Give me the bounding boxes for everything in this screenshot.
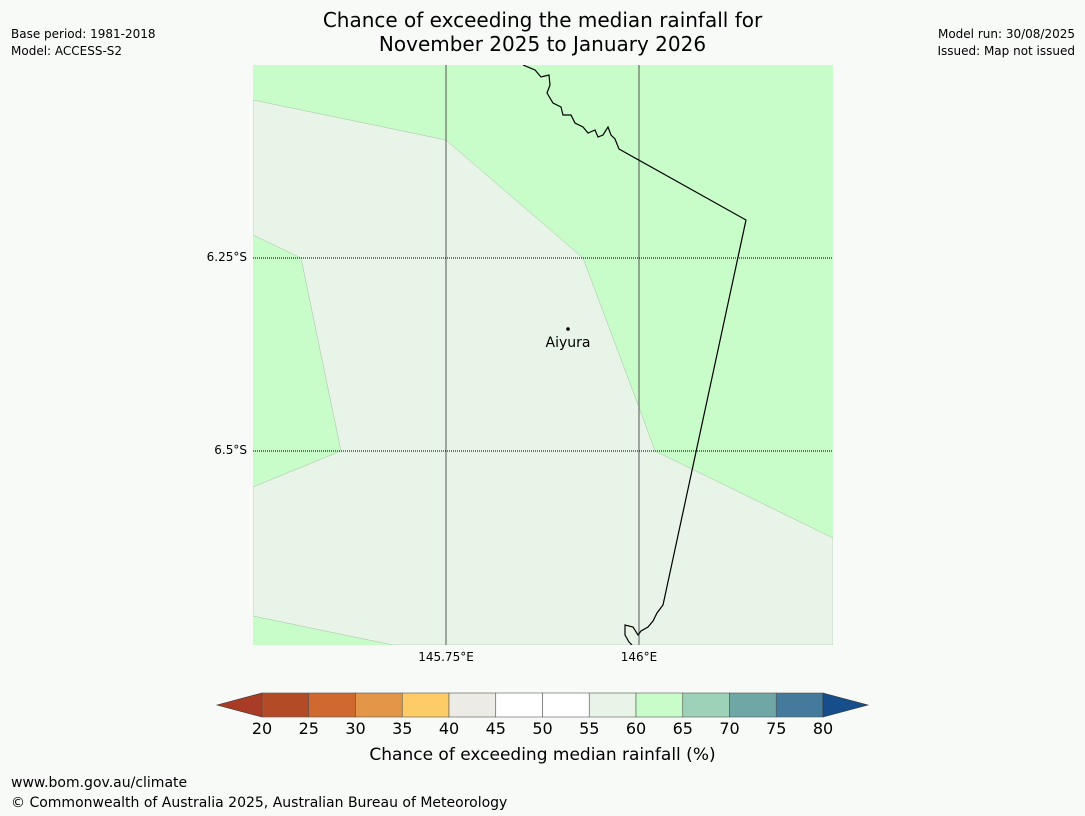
meta-right: Model run: 30/08/2025 Issued: Map not is… <box>937 26 1075 60</box>
colorbar-segment <box>588 692 637 718</box>
colorbar-segment <box>495 692 543 718</box>
colorbar-tick-label: 60 <box>625 719 647 738</box>
colorbar-tick-label: 40 <box>438 719 460 738</box>
coastline-border <box>522 65 747 645</box>
colorbar-segment <box>261 692 310 718</box>
meta-left: Base period: 1981-2018 Model: ACCESS-S2 <box>11 26 156 60</box>
colorbar-tick-label: 35 <box>392 719 413 738</box>
colorbar <box>215 692 870 718</box>
rainfall-map[interactable] <box>253 65 833 645</box>
issued-text: Issued: Map not issued <box>937 44 1075 58</box>
lat-label-6-5: 6.5°S <box>214 443 247 457</box>
colorbar-tick-label: 55 <box>579 719 600 738</box>
aiyura-marker[interactable] <box>566 327 570 331</box>
title-line-2: November 2025 to January 2026 <box>378 32 707 56</box>
lon-label-146: 146°E <box>620 650 658 664</box>
colorbar-segment <box>635 692 684 718</box>
colorbar-tick-label: 50 <box>532 719 553 738</box>
colorbar-segment <box>355 692 403 718</box>
colorbar-low-arrow <box>215 692 263 718</box>
colorbar-tick-label: 75 <box>766 719 787 738</box>
colorbar-segment <box>729 692 777 718</box>
colorbar-tick-label: 70 <box>719 719 740 738</box>
aiyura-label: Aiyura <box>545 335 591 351</box>
colorbar-tick-label: 65 <box>672 719 693 738</box>
colorbar-segment <box>542 692 590 718</box>
lon-label-145-75: 145.75°E <box>418 650 474 664</box>
footer-url[interactable]: www.bom.gov.au/climate <box>11 775 188 791</box>
colorbar-tick-label: 45 <box>485 719 506 738</box>
map-title: Chance of exceeding the median rainfall … <box>0 8 1085 56</box>
colorbar-segment <box>775 692 824 718</box>
colorbar-label: Chance of exceeding median rainfall (%) <box>369 745 716 765</box>
title-line-1: Chance of exceeding the median rainfall … <box>322 8 763 32</box>
base-period-text: Base period: 1981-2018 <box>11 27 156 41</box>
model-text: Model: ACCESS-S2 <box>11 44 123 58</box>
band-55-60-region <box>253 99 833 645</box>
model-run-text: Model run: 30/08/2025 <box>937 27 1075 41</box>
colorbar-tick-label: 30 <box>345 719 366 738</box>
colorbar-high-arrow <box>822 692 870 718</box>
lat-label-6-25: 6.25°S <box>206 250 247 264</box>
colorbar-segment <box>682 692 730 718</box>
footer-copyright: © Commonwealth of Australia 2025, Austra… <box>11 795 508 811</box>
colorbar-segment <box>308 692 356 718</box>
colorbar-tick-label: 20 <box>251 719 273 738</box>
colorbar-segment <box>401 692 450 718</box>
colorbar-segment <box>448 692 497 718</box>
colorbar-tick-label: 25 <box>298 719 319 738</box>
colorbar-tick-label: 80 <box>812 719 834 738</box>
